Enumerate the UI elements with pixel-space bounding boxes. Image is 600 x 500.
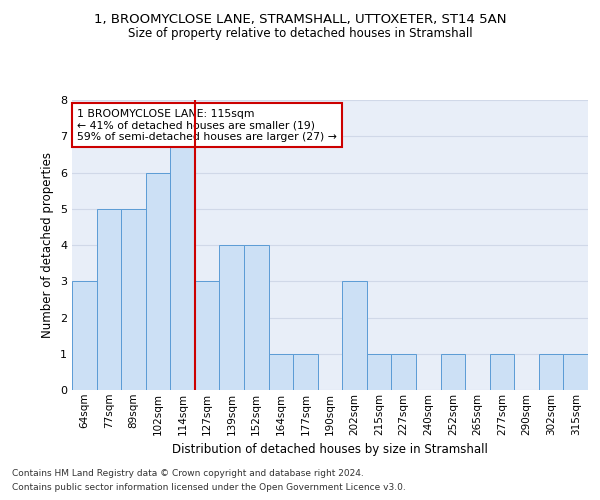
Y-axis label: Number of detached properties: Number of detached properties (41, 152, 55, 338)
Bar (146, 172, 170, 390)
Bar (121, 209, 146, 390)
Bar (170, 136, 195, 390)
Bar (563, 354, 588, 390)
Text: Contains public sector information licensed under the Open Government Licence v3: Contains public sector information licen… (12, 484, 406, 492)
Bar (72, 281, 97, 390)
Bar (342, 281, 367, 390)
Text: 1 BROOMYCLOSE LANE: 115sqm
← 41% of detached houses are smaller (19)
59% of semi: 1 BROOMYCLOSE LANE: 115sqm ← 41% of deta… (77, 108, 337, 142)
Text: 1, BROOMYCLOSE LANE, STRAMSHALL, UTTOXETER, ST14 5AN: 1, BROOMYCLOSE LANE, STRAMSHALL, UTTOXET… (94, 12, 506, 26)
Bar (440, 354, 465, 390)
Bar (539, 354, 563, 390)
X-axis label: Distribution of detached houses by size in Stramshall: Distribution of detached houses by size … (172, 443, 488, 456)
Bar (269, 354, 293, 390)
Bar (97, 209, 121, 390)
Bar (490, 354, 514, 390)
Text: Size of property relative to detached houses in Stramshall: Size of property relative to detached ho… (128, 28, 472, 40)
Bar (293, 354, 318, 390)
Bar (220, 245, 244, 390)
Bar (391, 354, 416, 390)
Bar (195, 281, 220, 390)
Bar (244, 245, 269, 390)
Bar (367, 354, 391, 390)
Text: Contains HM Land Registry data © Crown copyright and database right 2024.: Contains HM Land Registry data © Crown c… (12, 468, 364, 477)
